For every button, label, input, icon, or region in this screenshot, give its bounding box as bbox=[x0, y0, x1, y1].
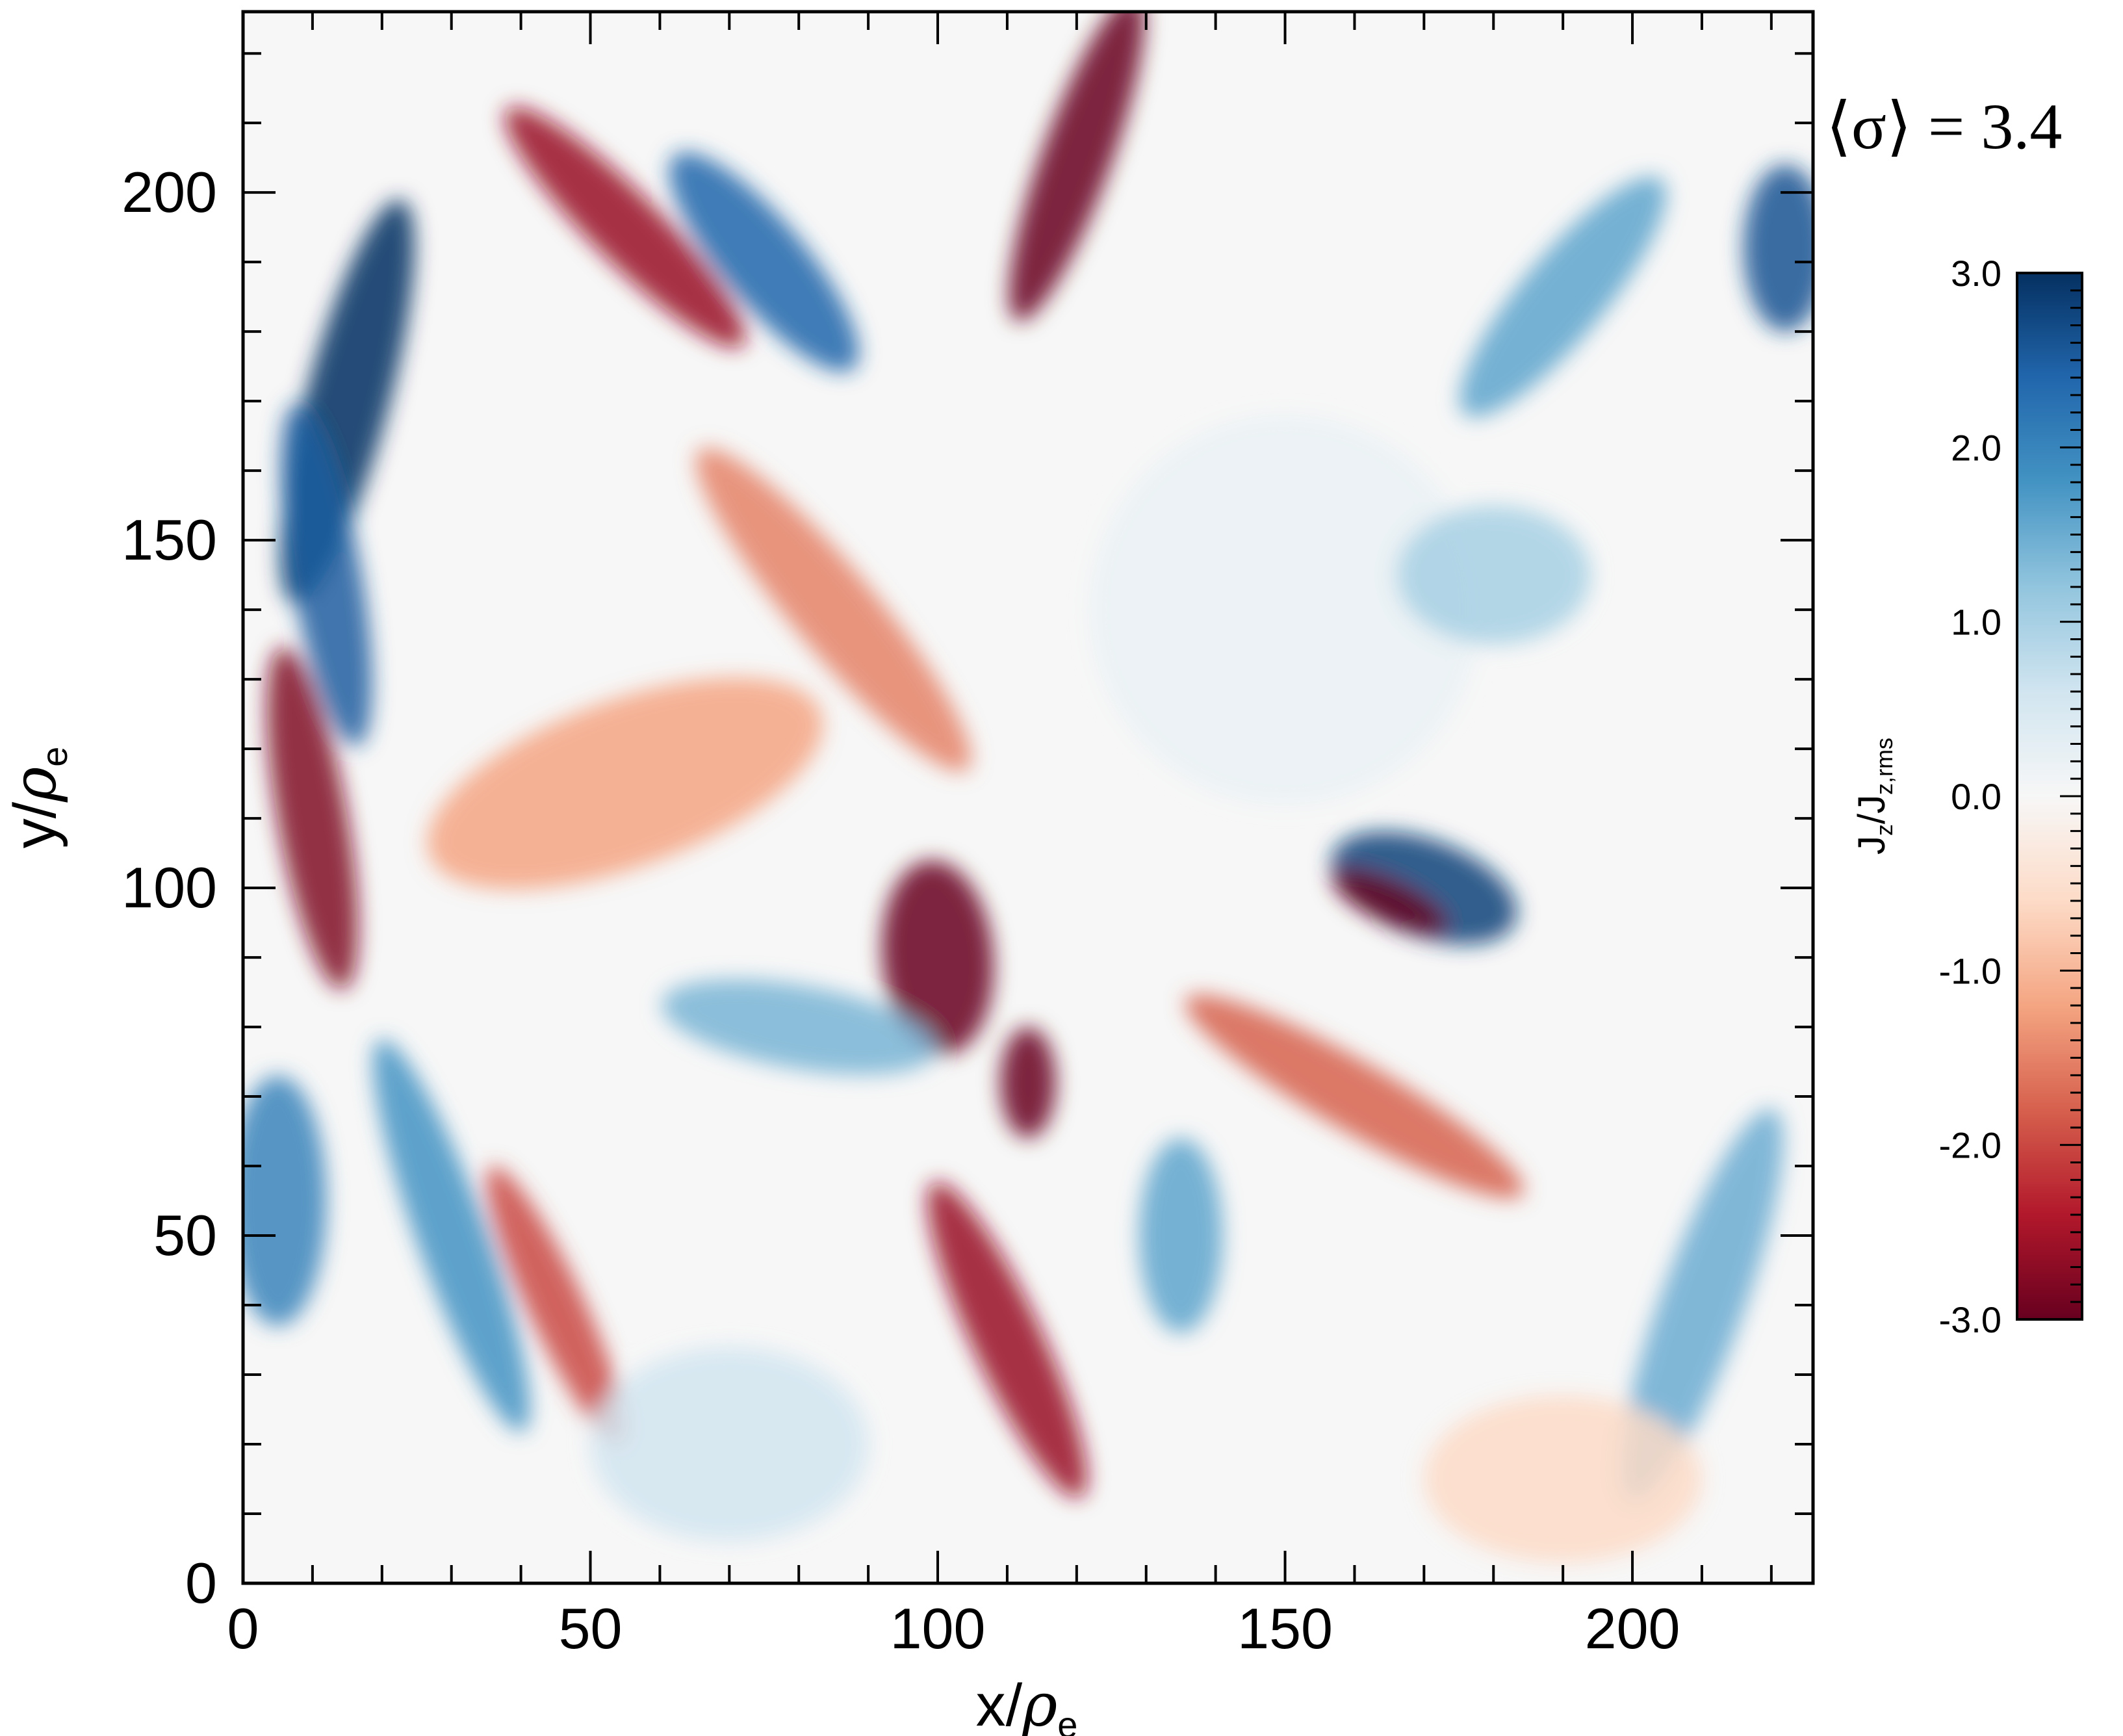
heatmap-feature-19 bbox=[1396, 505, 1591, 645]
heatmap-feature-12 bbox=[243, 1076, 327, 1326]
heatmap-feature-21 bbox=[662, 979, 936, 1075]
x-tick-label: 200 bbox=[1585, 1596, 1680, 1661]
colorbar-tick-label: -3.0 bbox=[1939, 1299, 2002, 1340]
colorbar-tick-label: 1.0 bbox=[1951, 602, 2001, 643]
heatmap-feature-18 bbox=[1090, 415, 1480, 805]
plot-frame bbox=[241, 10, 1815, 1585]
heatmap-feature-7 bbox=[881, 860, 994, 1055]
colorbar-label: Jz/Jz,rms bbox=[1851, 738, 1898, 855]
colorbar-tick-label: -2.0 bbox=[1939, 1125, 2002, 1166]
y-tick-label: 100 bbox=[122, 855, 217, 920]
y-tick-labels: 0 50 100 150 200 bbox=[122, 160, 217, 1615]
colorbar-tick-label: 2.0 bbox=[1951, 427, 2001, 468]
heatmap-feature-22 bbox=[1620, 1108, 1784, 1502]
heatmap-feature-15 bbox=[1185, 994, 1525, 1198]
heatmap-feature-16 bbox=[1460, 176, 1667, 417]
heatmap-feature-20 bbox=[695, 448, 971, 772]
colorbar-tick-labels: 3.0 2.0 1.0 0.0 -1.0 -2.0 -3.0 bbox=[1939, 253, 2002, 1340]
axis-ticks bbox=[242, 12, 1813, 1585]
heatmap-feature-5 bbox=[266, 647, 359, 990]
heatmap-feature-23 bbox=[1139, 1138, 1223, 1333]
heatmap-feature-1 bbox=[669, 152, 859, 372]
sigma-annotation: ⟨σ⟩ = 3.4 bbox=[1826, 90, 2062, 162]
y-axis-label: y/ρe bbox=[0, 747, 75, 849]
colorbar: 3.0 2.0 1.0 0.0 -1.0 -2.0 -3.0 Jz/Jz,rms bbox=[1851, 253, 2083, 1340]
heatmap-feature-6 bbox=[427, 677, 823, 890]
heatmap-feature-8 bbox=[1000, 1027, 1056, 1139]
heatmap-plot: 0 50 100 150 200 0 50 100 150 200 bbox=[122, 10, 1815, 1661]
colorbar-tick-label: 3.0 bbox=[1951, 253, 2001, 294]
y-tick-label: 200 bbox=[122, 160, 217, 224]
colorbar-tick-label: -1.0 bbox=[1939, 950, 2002, 991]
x-tick-label: 0 bbox=[227, 1596, 259, 1661]
colorbar-tick-label: 0.0 bbox=[1951, 776, 2001, 817]
x-tick-label: 150 bbox=[1237, 1596, 1333, 1661]
heatmap-feature-11 bbox=[373, 1039, 530, 1432]
heatmap-feature-14 bbox=[1332, 869, 1447, 935]
heatmap-feature-24 bbox=[590, 1347, 869, 1542]
y-tick-label: 0 bbox=[185, 1551, 217, 1615]
x-axis-label: x/ρe bbox=[976, 1670, 1078, 1736]
heatmap-feature-10 bbox=[486, 1166, 625, 1444]
x-tick-label: 50 bbox=[559, 1596, 623, 1661]
heatmap-feature-4 bbox=[281, 404, 372, 746]
heatmap-feature-25 bbox=[1424, 1395, 1702, 1562]
heatmap-feature-17 bbox=[1743, 164, 1813, 332]
y-tick-label: 50 bbox=[153, 1203, 217, 1267]
heatmap-feature-9 bbox=[927, 1182, 1087, 1498]
x-tick-labels: 0 50 100 150 200 bbox=[227, 1596, 1680, 1661]
heatmap-features bbox=[243, 12, 1813, 1562]
y-tick-label: 150 bbox=[122, 508, 217, 572]
heatmap-feature-2 bbox=[504, 107, 746, 348]
colorbar-ticks bbox=[2060, 272, 2082, 1321]
x-tick-label: 100 bbox=[890, 1596, 986, 1661]
heatmap-feature-0 bbox=[1009, 12, 1145, 322]
